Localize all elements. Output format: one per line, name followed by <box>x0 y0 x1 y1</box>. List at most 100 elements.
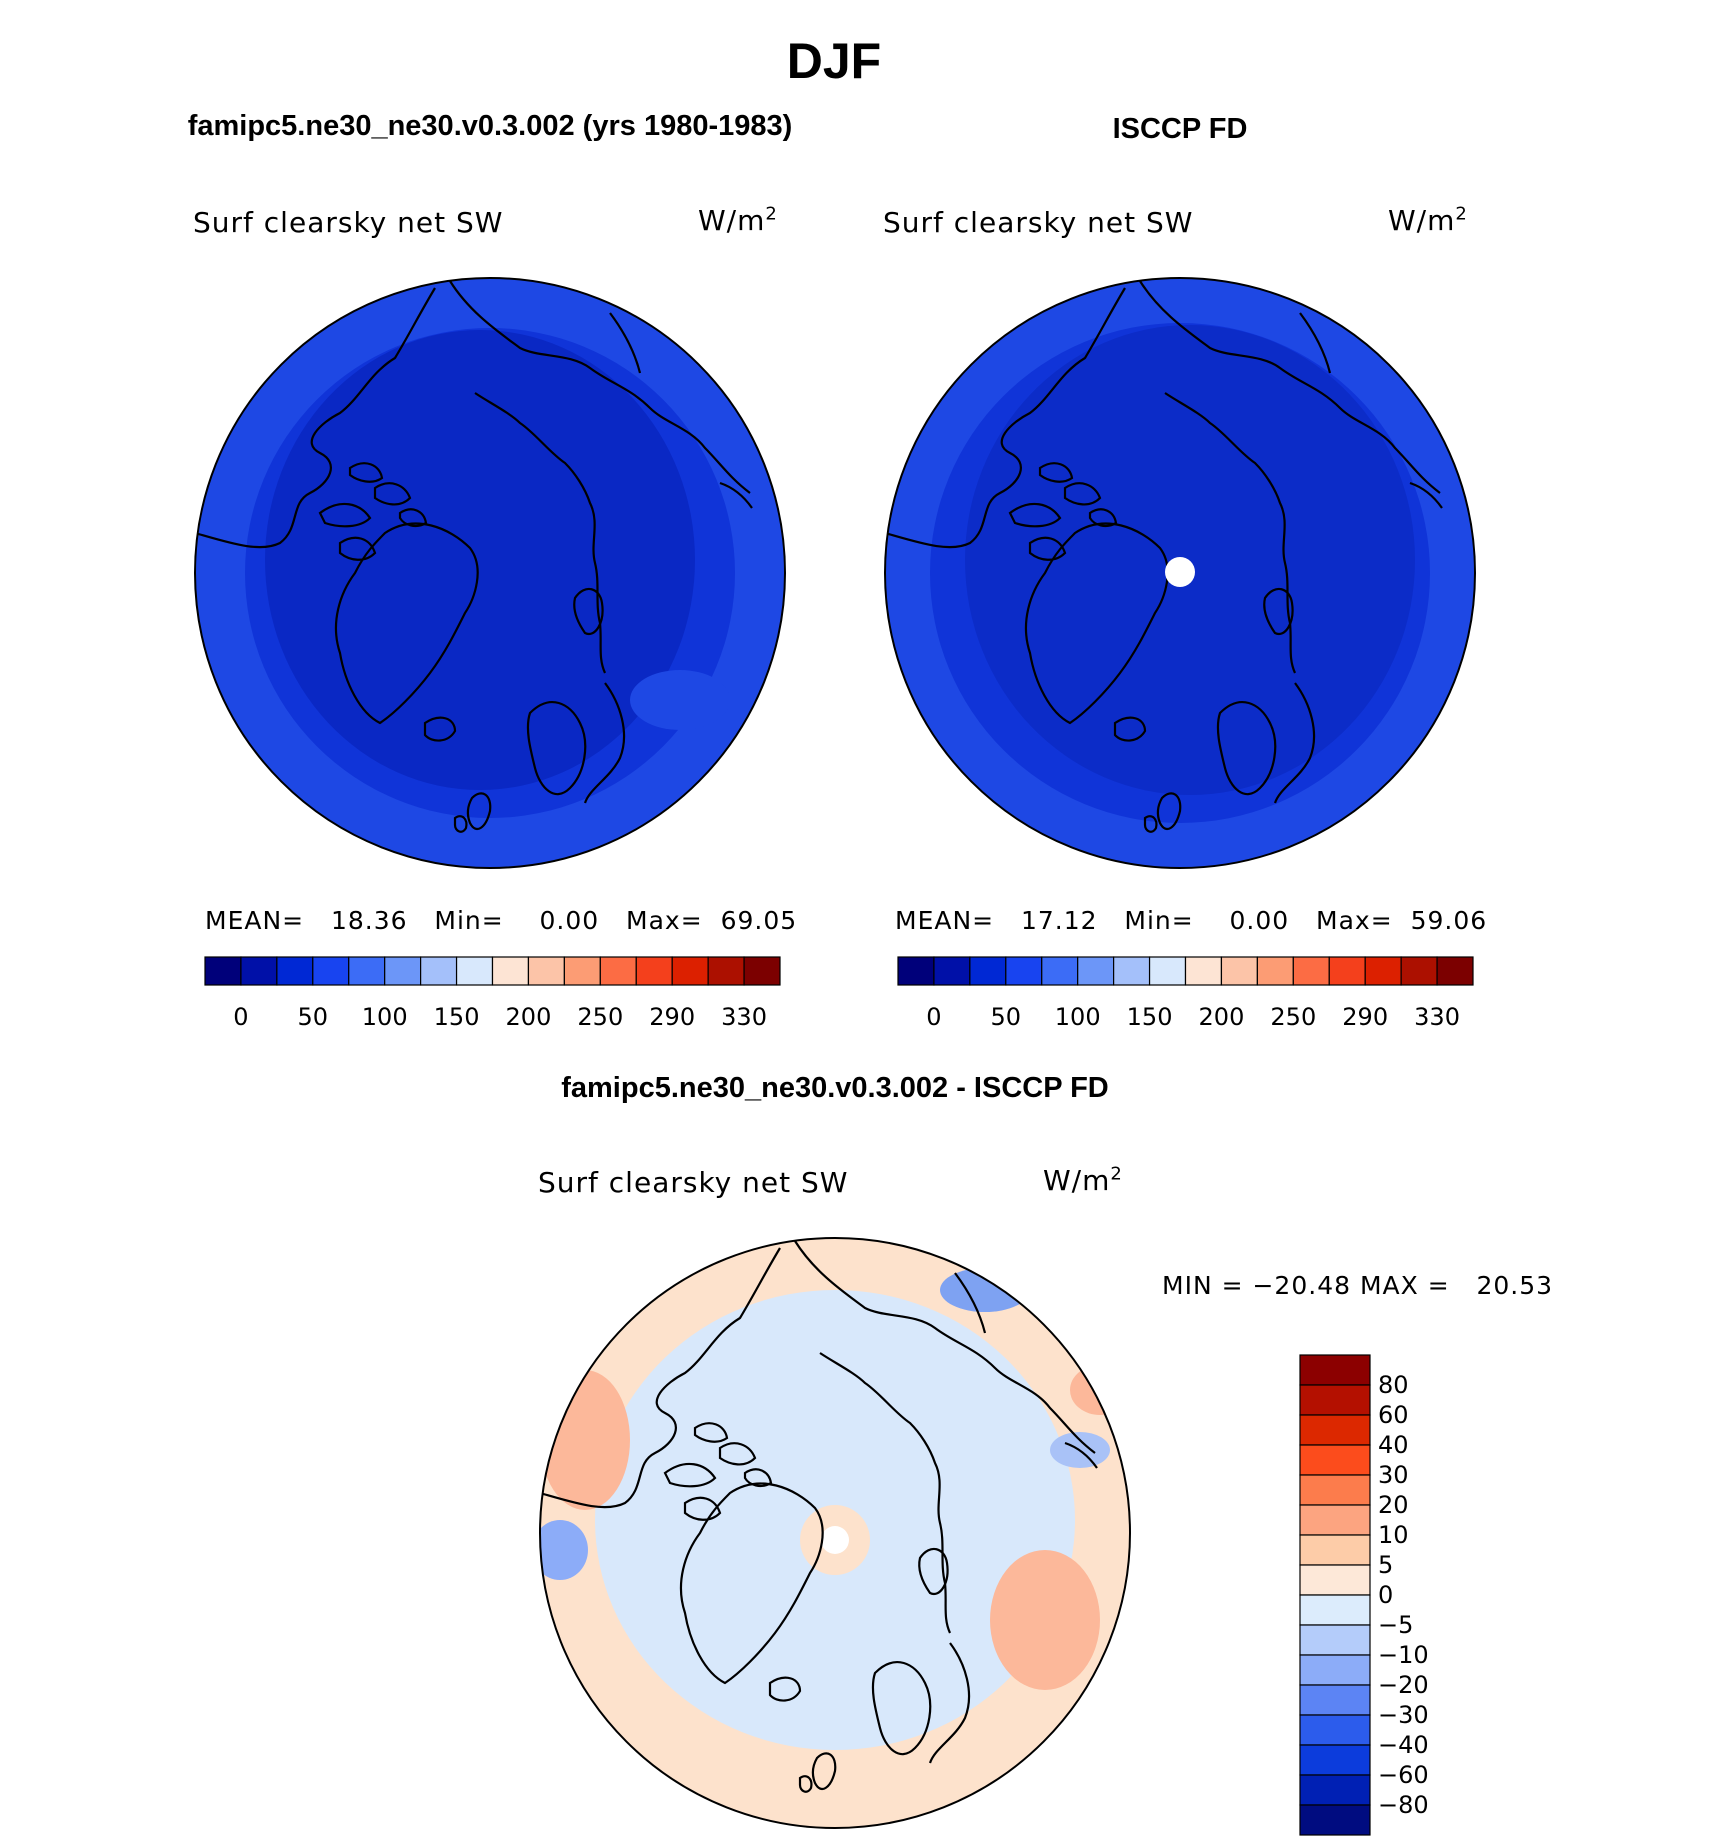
colorbar-swatch <box>635 956 673 986</box>
colorbar-swatch <box>276 956 314 986</box>
model-max-label: Max= <box>626 906 703 935</box>
colorbar-swatch <box>1299 1654 1371 1686</box>
colorbar-tick-label: 100 <box>362 1003 408 1031</box>
colorbar-tick-label: 200 <box>506 1003 552 1031</box>
model-units-label: W/m2 <box>698 204 778 238</box>
colorbar-swatch <box>1299 1684 1371 1716</box>
obs-max-label: Max= <box>1316 906 1393 935</box>
colorbar-tick-label: 50 <box>298 1003 329 1031</box>
obs-variable-label: Surf clearsky net SW <box>883 206 1194 239</box>
colorbar-tick-label: 20 <box>1378 1491 1409 1519</box>
colorbar-tick-label: 50 <box>991 1003 1022 1031</box>
obs-mean-value: 17.12 <box>1020 906 1098 935</box>
colorbar-swatch <box>933 956 971 986</box>
colorbar-swatch <box>420 956 458 986</box>
colorbar-swatch <box>1299 1624 1371 1656</box>
obs-case-title: ISCCP FD <box>1112 113 1248 145</box>
colorbar-swatch <box>1299 1354 1371 1386</box>
colorbar-tick-label: −10 <box>1378 1641 1429 1669</box>
colorbar-tick-label: 5 <box>1378 1551 1393 1579</box>
units-superscript: 2 <box>765 204 778 225</box>
model-colorbar: 0 50 100 150 200 250 290 330 <box>204 956 781 1031</box>
colorbar-tick-label: −40 <box>1378 1731 1429 1759</box>
model-mean-label: MEAN= <box>205 906 305 935</box>
diff-map <box>539 1237 1131 1829</box>
colorbar-tick-label: 330 <box>1414 1003 1460 1031</box>
model-map <box>194 277 786 869</box>
colorbar-swatch <box>1220 956 1258 986</box>
model-variable-label: Surf clearsky net SW <box>193 206 504 239</box>
colorbar-swatch <box>1299 1714 1371 1746</box>
colorbar-tick-label: 0 <box>1378 1581 1393 1609</box>
colorbar-tick-label: −30 <box>1378 1701 1429 1729</box>
colorbar-tick-label: −80 <box>1378 1791 1429 1819</box>
colorbar-swatch <box>1299 1504 1371 1536</box>
colorbar-swatch <box>1436 956 1474 986</box>
diff-units-label: W/m2 <box>1043 1164 1123 1198</box>
colorbar-swatch <box>1328 956 1366 986</box>
colorbar-swatch <box>1400 956 1438 986</box>
colorbar-swatch <box>527 956 565 986</box>
colorbar-tick-label: 0 <box>233 1003 248 1031</box>
colorbar-tick-label: 250 <box>1270 1003 1316 1031</box>
colorbar-tick-label: 150 <box>434 1003 480 1031</box>
colorbar-swatch <box>897 956 935 986</box>
colorbar-swatch <box>384 956 422 986</box>
colorbar-swatch <box>1184 956 1223 986</box>
colorbar-tick-label: 40 <box>1378 1431 1409 1459</box>
model-min-label: Min= <box>434 906 504 935</box>
colorbar-swatch <box>455 956 494 986</box>
diff-minmax-label: MIN = −20.48 MAX = 20.53 <box>1162 1271 1554 1300</box>
colorbar-swatch <box>1077 956 1115 986</box>
colorbar-swatch <box>1299 1774 1371 1806</box>
model-mean-value: 18.36 <box>330 906 408 935</box>
obs-map <box>884 277 1476 869</box>
colorbar-swatch <box>1364 956 1402 986</box>
colorbar-swatch <box>1299 1444 1371 1476</box>
colorbar-swatch <box>1299 1474 1371 1506</box>
colorbar-swatch <box>1256 956 1294 986</box>
colorbar-swatch <box>1299 1804 1371 1836</box>
colorbar-tick-label: 80 <box>1378 1371 1409 1399</box>
colorbar-tick-label: 150 <box>1127 1003 1173 1031</box>
model-case-title: famipc5.ne30_ne30.v0.3.002 (yrs 1980-198… <box>187 110 793 142</box>
colorbar-swatch <box>312 956 350 986</box>
colorbar-swatch <box>240 956 278 986</box>
colorbar-swatch <box>348 956 386 986</box>
colorbar-tick-label: 330 <box>721 1003 767 1031</box>
colorbar-swatch <box>1041 956 1079 986</box>
colorbar-swatch <box>1299 1744 1371 1776</box>
obs-colorbar: 0 50 100 150 200 250 290 330 <box>897 956 1474 1031</box>
colorbar-swatch <box>969 956 1007 986</box>
page-title: DJF <box>786 33 882 89</box>
colorbar-swatch <box>1299 1414 1371 1446</box>
obs-units-label: W/m2 <box>1388 204 1468 238</box>
colorbar-tick-label: 290 <box>1342 1003 1388 1031</box>
colorbar-swatch <box>599 956 637 986</box>
colorbar-tick-label: 100 <box>1055 1003 1101 1031</box>
colorbar-swatch <box>204 956 242 986</box>
colorbar-swatch <box>1299 1534 1371 1566</box>
colorbar-swatch <box>1005 956 1043 986</box>
model-max-value: 69.05 <box>720 906 798 935</box>
colorbar-swatch <box>671 956 709 986</box>
obs-max-value: 59.06 <box>1410 906 1488 935</box>
colorbar-swatch <box>1148 956 1187 986</box>
colorbar-tick-label: −5 <box>1378 1611 1413 1639</box>
colorbar-tick-label: −20 <box>1378 1671 1429 1699</box>
colorbar-tick-label: 0 <box>926 1003 941 1031</box>
units-superscript: 2 <box>1110 1164 1123 1185</box>
colorbar-tick-label: 200 <box>1199 1003 1245 1031</box>
units-superscript: 2 <box>1455 204 1468 225</box>
colorbar-tick-label: 30 <box>1378 1461 1409 1489</box>
obs-min-value: 0.00 <box>1229 906 1290 935</box>
colorbar-tick-label: 290 <box>649 1003 695 1031</box>
colorbar-tick-label: 10 <box>1378 1521 1409 1549</box>
colorbar-swatch <box>707 956 745 986</box>
colorbar-tick-label: 250 <box>577 1003 623 1031</box>
obs-min-label: Min= <box>1124 906 1194 935</box>
colorbar-swatch <box>1113 956 1151 986</box>
colorbar-swatch <box>1299 1564 1371 1596</box>
